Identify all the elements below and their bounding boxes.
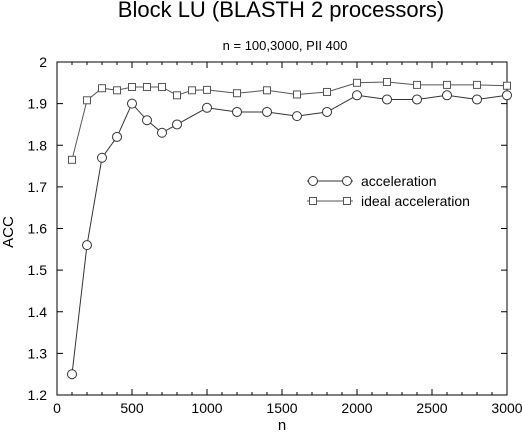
x-tick-label: 2500: [416, 400, 447, 416]
plot-frame: [56, 61, 508, 396]
chart-subtitle: n = 100,3000, PII 400: [223, 38, 348, 53]
x-axis: 0 500 1000 1500 2000 2500 3000: [53, 62, 522, 416]
x-tick-label: 500: [120, 400, 144, 416]
x-tick-label: 3000: [491, 400, 522, 416]
data-point-square: [503, 81, 511, 90]
data-point-square: [203, 85, 211, 94]
data-point-square: [323, 87, 331, 96]
legend-marker-circle: [308, 176, 318, 186]
x-tick-label: 2000: [341, 400, 372, 416]
data-point-square: [443, 80, 451, 89]
y-axis-label: ACC: [0, 216, 17, 248]
chart-title: Block LU (BLASTH 2 processors): [118, 0, 444, 22]
y-tick-label: 1.3: [28, 345, 48, 361]
data-point-circle: [502, 90, 512, 101]
data-point-circle: [202, 102, 212, 113]
data-point-square: [143, 82, 151, 91]
data-point-circle: [322, 106, 332, 117]
data-point-square: [473, 80, 481, 89]
y-tick-label: 1.8: [28, 137, 48, 153]
data-point-circle: [472, 94, 482, 105]
x-tick-label: 1500: [266, 400, 297, 416]
data-point-circle: [232, 106, 242, 117]
data-point-circle: [67, 369, 77, 380]
y-tick-label: 2: [39, 54, 47, 70]
data-point-circle: [262, 106, 272, 117]
data-point-circle: [112, 131, 122, 142]
legend-label: ideal acceleration: [361, 193, 470, 209]
data-point-circle: [127, 98, 137, 109]
legend-marker-square: [309, 197, 317, 205]
y-tick-label: 1.7: [28, 179, 48, 195]
data-point-circle: [352, 90, 362, 101]
legend-marker-circle: [342, 176, 352, 186]
x-tick-label: 1000: [191, 400, 222, 416]
x-tick-label: 0: [53, 400, 61, 416]
data-point-square: [353, 78, 361, 87]
data-point-circle: [172, 119, 182, 130]
y-tick-label: 1.9: [28, 96, 48, 112]
data-point-circle: [142, 115, 152, 126]
data-point-square: [263, 86, 271, 95]
x-axis-label: n: [278, 417, 286, 434]
y-tick-label: 1.5: [28, 262, 48, 278]
data-point-circle: [442, 90, 452, 101]
data-point-square: [68, 155, 76, 164]
data-point-square: [173, 91, 181, 100]
data-point-circle: [97, 152, 107, 163]
data-point-square: [188, 86, 196, 95]
data-point-square: [293, 90, 301, 99]
y-tick-label: 1.6: [28, 221, 48, 237]
data-point-circle: [157, 127, 167, 138]
series-layer: [67, 77, 512, 380]
data-point-circle: [412, 94, 422, 105]
data-point-square: [98, 84, 106, 93]
data-point-square: [233, 89, 241, 98]
data-point-square: [158, 82, 166, 91]
series-line-1: [71, 94, 508, 375]
data-point-circle: [82, 240, 92, 251]
data-point-square: [83, 96, 91, 105]
series-line-2: [71, 81, 508, 160]
data-point-square: [113, 86, 121, 95]
data-point-square: [413, 80, 421, 89]
legend: acceleration ideal acceleration: [307, 173, 470, 209]
data-point-circle: [382, 94, 392, 105]
y-tick-label: 1.4: [28, 304, 48, 320]
legend-marker-square: [343, 197, 351, 205]
legend-label: acceleration: [361, 173, 437, 189]
data-point-square: [383, 77, 391, 86]
y-axis: 1.2 1.3 1.4 1.5 1.6 1.7 1.8 1.9 2: [28, 54, 507, 403]
data-point-square: [128, 82, 136, 91]
data-point-circle: [292, 111, 302, 122]
y-tick-label: 1.2: [28, 387, 48, 403]
